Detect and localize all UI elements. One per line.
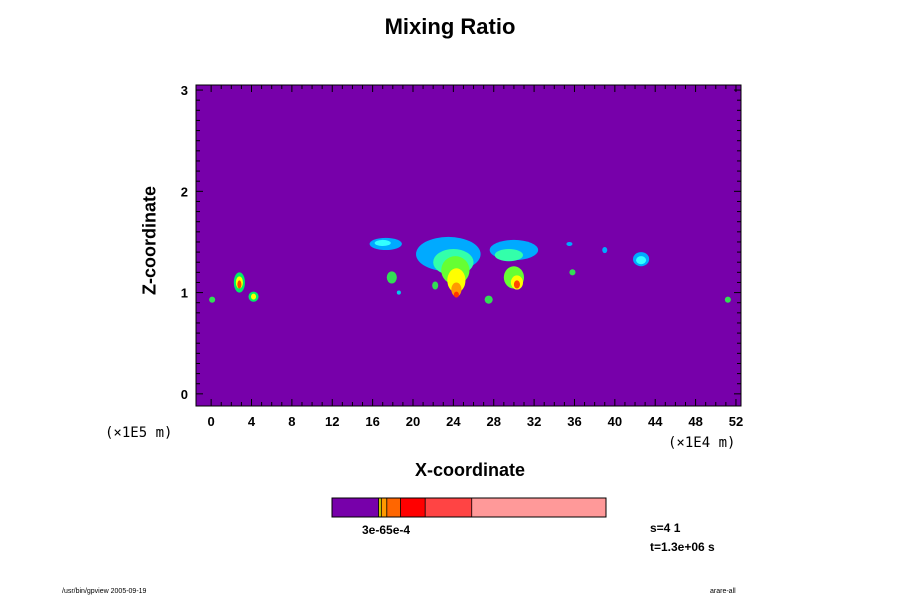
mixing-patch-28 — [724, 296, 731, 303]
colorbar-segment-2 — [381, 498, 387, 517]
colorbar-frame — [331, 497, 607, 518]
y-axis-unit: (×1E5 m) — [105, 425, 173, 441]
mixing-patch-27 — [636, 256, 647, 265]
mixing-patch-14 — [451, 282, 462, 297]
step-readout: s=4 1 — [650, 521, 681, 535]
mixing-patch-22 — [484, 295, 493, 304]
x-axis-label: X-coordinate — [414, 460, 525, 480]
x-axis-unit: (×1E4 m) — [668, 435, 736, 451]
y-axis-label: Z-coordinate — [139, 186, 160, 296]
colorbar-segment-4 — [400, 498, 426, 517]
x-tick-label: 28 — [486, 414, 500, 429]
mixing-patch-2 — [237, 280, 242, 289]
chart-title: Mixing Ratio — [384, 14, 516, 39]
colorbar — [331, 497, 607, 518]
x-tick-label: 12 — [325, 414, 339, 429]
x-tick-label: 44 — [648, 414, 663, 429]
mixing-patch-23 — [569, 269, 576, 276]
mixing-patch-24 — [566, 241, 573, 247]
y-tick-label: 2 — [181, 184, 188, 199]
colorbar-segment-0 — [332, 498, 379, 517]
x-tick-label: 16 — [365, 414, 379, 429]
mixing-patch-21 — [513, 280, 520, 289]
x-tick-label: 32 — [527, 414, 541, 429]
plot-frame — [195, 84, 742, 407]
mixing-patch-5 — [209, 296, 216, 303]
x-tick-label: 48 — [688, 414, 702, 429]
colorbar-segment-6 — [471, 498, 606, 517]
time-readout: t=1.3e+06 s — [650, 540, 715, 554]
mixing-patch-15 — [453, 291, 459, 298]
y-tick-label: 3 — [181, 83, 188, 98]
footer-program-date: /usr/bin/gpview 2005-09-19 — [62, 588, 147, 595]
x-tick-label: 52 — [729, 414, 743, 429]
x-tick-label: 36 — [567, 414, 581, 429]
colorbar-label: 3e-65e-4 — [362, 523, 411, 537]
mixing-patch-18 — [494, 249, 523, 262]
x-tick-label: 4 — [248, 414, 256, 429]
mixing-patch-4 — [251, 293, 257, 300]
x-tick-label: 40 — [608, 414, 622, 429]
footer-filename: arare-all — [710, 588, 736, 595]
mixing-patch-7 — [374, 239, 391, 247]
colorbar-segment-1 — [378, 498, 382, 517]
mixing-patch-25 — [602, 247, 608, 254]
mixing-patch-9 — [396, 290, 401, 295]
y-tick-label: 1 — [181, 286, 188, 301]
x-tick-label: 0 — [208, 414, 215, 429]
colorbar-segment-3 — [386, 498, 401, 517]
x-tick-label: 24 — [446, 414, 461, 429]
y-tick-label: 0 — [181, 387, 188, 402]
x-tick-label: 20 — [406, 414, 420, 429]
mixing-patch-8 — [386, 271, 397, 284]
x-tick-label: 8 — [288, 414, 295, 429]
mixing-patch-16 — [432, 281, 439, 290]
colorbar-segment-5 — [425, 498, 472, 517]
